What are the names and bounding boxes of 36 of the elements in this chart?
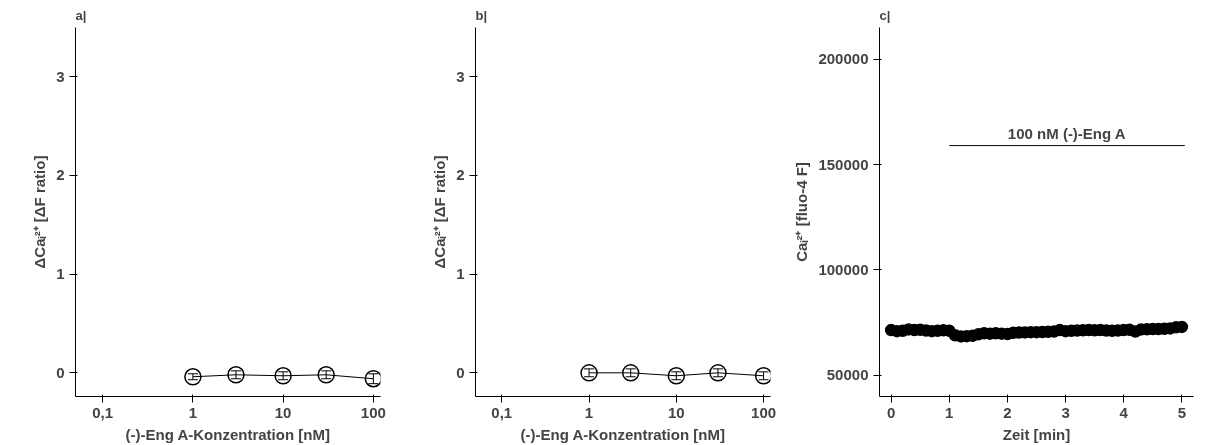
y-tick-label: 1 <box>456 265 465 283</box>
x-tick-label: 10 <box>274 403 292 421</box>
x-tick-label: 1 <box>945 403 954 421</box>
x-axis-title: Zeit [min] <box>1002 425 1071 443</box>
x-tick-label: 100 <box>751 403 777 421</box>
x-tick-label: 5 <box>1177 403 1187 421</box>
y-axis-title: ΔCaᵢ²⁺ [ΔF ratio] <box>31 155 49 269</box>
y-tick-label: 2 <box>56 166 65 184</box>
x-tick-label: 100 <box>360 403 386 421</box>
x-axis-title: (-)-Eng A-Konzentration [nM] <box>125 425 330 443</box>
x-tick-label: 0,1 <box>92 403 114 421</box>
x-tick-label: 4 <box>1119 403 1129 421</box>
y-tick-label: 50000 <box>826 366 869 384</box>
x-tick-label: 1 <box>188 403 198 421</box>
x-tick-label: 1 <box>584 403 594 421</box>
y-tick-label: 3 <box>56 67 65 85</box>
chart-title: b| <box>475 7 488 23</box>
x-tick-label: 0 <box>886 403 896 421</box>
y-tick-label: 100000 <box>818 260 869 278</box>
y-tick-label: 0 <box>456 363 465 381</box>
chart-title: a| <box>75 7 87 23</box>
y-axis-title: Caᵢ²⁺ [fluo-4 F] <box>793 162 811 262</box>
y-tick-label: 0 <box>56 363 65 381</box>
x-axis-title: (-)-Eng A-Konzentration [nM] <box>520 425 725 443</box>
y-tick-label: 1 <box>56 265 65 283</box>
y-tick-label: 2 <box>456 166 465 184</box>
series-label: 100 nM (-)-Eng A <box>1007 124 1126 142</box>
x-tick-label: 3 <box>1061 403 1070 421</box>
y-tick-label: 200000 <box>818 50 869 68</box>
x-tick-label: 0,1 <box>491 403 513 421</box>
y-axis-title: ΔCaᵢ²⁺ [ΔF ratio] <box>431 155 449 269</box>
x-tick-label: 10 <box>667 403 685 421</box>
y-tick-label: 3 <box>456 67 465 85</box>
chart-title: c| <box>879 7 891 23</box>
y-tick-label: 150000 <box>818 155 869 173</box>
x-tick-label: 2 <box>1003 403 1012 421</box>
